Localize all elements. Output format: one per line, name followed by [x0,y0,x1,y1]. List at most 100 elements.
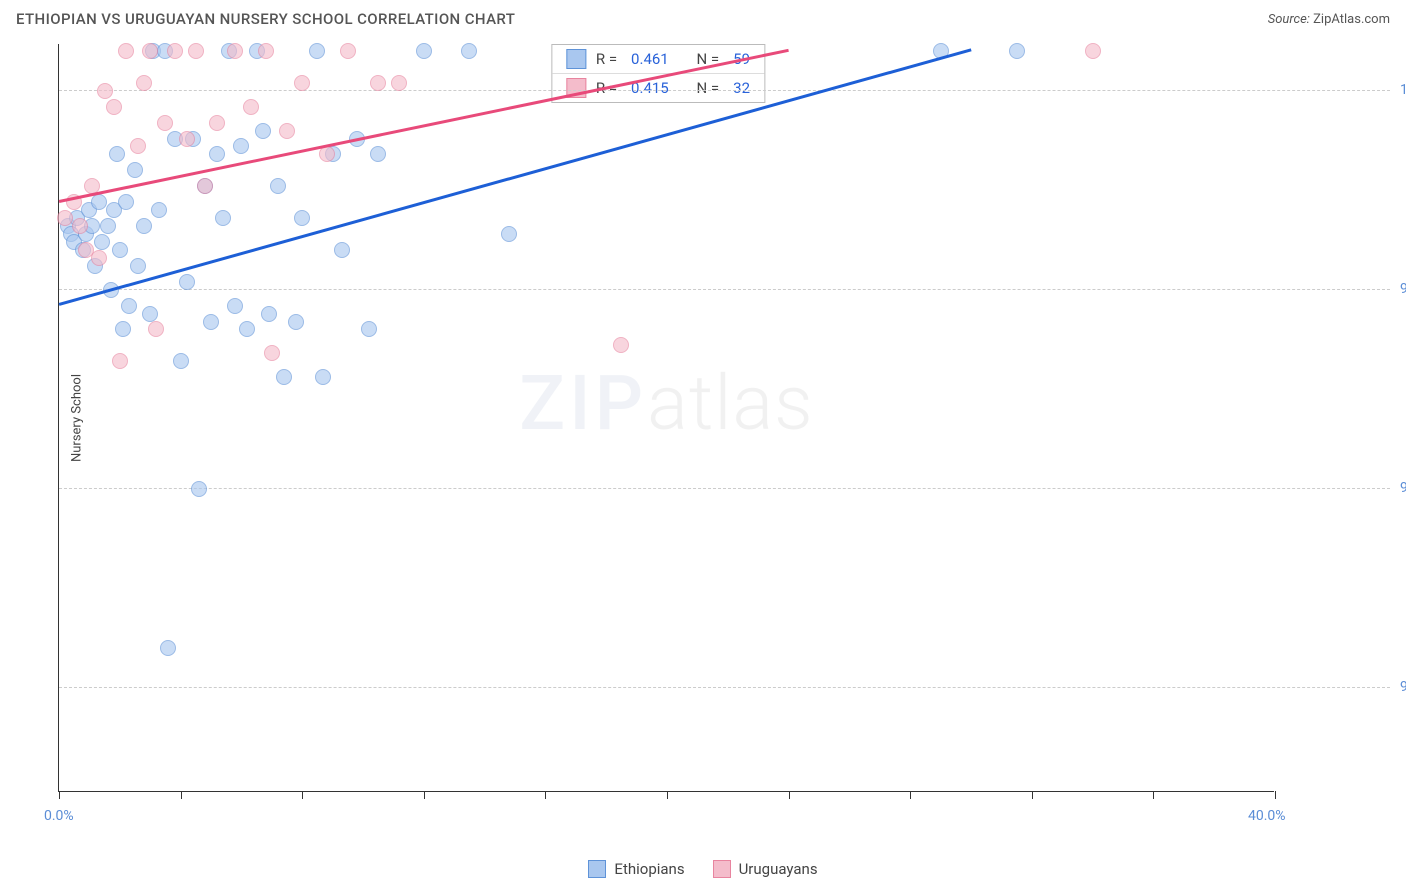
data-point-uru [319,146,335,162]
gridline: 95.0% [59,488,1390,489]
watermark: ZIPatlas [519,358,813,448]
data-point-eth [160,640,176,656]
r-label: R = [596,50,617,68]
source-label: Source: [1268,12,1310,27]
legend-item-uruguayans: Uruguayans [713,860,818,878]
data-point-eth [121,298,137,314]
x-tick [1032,791,1033,799]
trendline-eth [59,49,972,306]
n-value-uruguayans: 32 [733,79,750,97]
legend-color-ethiopians [588,860,606,878]
data-point-eth [136,218,152,234]
data-point-eth [227,298,243,314]
data-point-eth [270,178,286,194]
gridline: 97.5% [59,289,1390,290]
x-tick [1275,791,1276,799]
n-label: N = [696,79,719,97]
data-point-eth [215,210,231,226]
data-point-uru [188,43,204,59]
data-point-eth [261,306,277,322]
x-tick [667,791,668,799]
x-tick [1153,791,1154,799]
data-point-eth [288,314,304,330]
y-tick-label: 92.5% [1400,679,1406,695]
data-point-eth [461,43,477,59]
watermark-atlas: atlas [647,358,814,448]
x-tick [545,791,546,799]
data-point-uru [197,178,213,194]
plot-region: Nursery School ZIPatlas R = 0.461 N = 59… [58,44,1274,792]
data-point-eth [130,258,146,274]
data-point-eth [233,138,249,154]
data-point-uru [370,75,386,91]
data-point-eth [276,369,292,385]
data-point-eth [115,321,131,337]
data-point-uru [57,210,73,226]
data-point-uru [179,131,195,147]
legend-color-uruguayans [713,860,731,878]
data-point-uru [130,138,146,154]
y-tick-label: 95.0% [1400,480,1406,496]
x-tick [181,791,182,799]
data-point-eth [151,202,167,218]
data-point-uru [136,75,152,91]
x-tick [910,791,911,799]
data-point-eth [179,274,195,290]
legend-label-ethiopians: Ethiopians [614,860,684,878]
data-point-eth [294,210,310,226]
data-point-eth [191,481,207,497]
x-tick [302,791,303,799]
data-point-uru [112,353,128,369]
data-point-uru [1085,43,1101,59]
y-tick-label: 100.0% [1400,82,1406,98]
data-point-eth [173,353,189,369]
data-point-uru [258,43,274,59]
data-point-uru [118,43,134,59]
x-tick [59,791,60,799]
data-point-uru [391,75,407,91]
data-point-uru [209,115,225,131]
data-point-eth [239,321,255,337]
data-point-eth [315,369,331,385]
data-point-uru [279,123,295,139]
data-point-uru [613,337,629,353]
data-point-eth [209,146,225,162]
legend-row-ethiopians: R = 0.461 N = 59 [552,45,764,73]
data-point-uru [148,321,164,337]
data-point-uru [294,75,310,91]
data-point-eth [91,194,107,210]
data-point-uru [264,345,280,361]
data-point-uru [91,250,107,266]
data-point-eth [127,162,143,178]
data-point-eth [255,123,271,139]
gridline: 100.0% [59,90,1390,91]
chart-area: Nursery School ZIPatlas R = 0.461 N = 59… [16,44,1390,832]
data-point-uru [97,83,113,99]
y-axis-title: Nursery School [70,373,85,461]
data-point-uru [106,99,122,115]
data-point-eth [112,242,128,258]
x-axis-end-label: 40.0% [1248,808,1286,824]
data-point-eth [118,194,134,210]
data-point-eth [361,321,377,337]
data-point-uru [167,43,183,59]
chart-title: ETHIOPIAN VS URUGUAYAN NURSERY SCHOOL CO… [16,10,515,28]
chart-header: ETHIOPIAN VS URUGUAYAN NURSERY SCHOOL CO… [0,0,1406,34]
data-point-eth [1009,43,1025,59]
data-point-uru [72,218,88,234]
watermark-zip: ZIP [519,358,647,448]
r-value-ethiopians: 0.461 [631,50,669,68]
source-value: ZipAtlas.com [1313,12,1390,27]
data-point-eth [334,242,350,258]
data-point-eth [142,306,158,322]
data-point-eth [370,146,386,162]
data-point-eth [100,218,116,234]
legend-swatch-ethiopians [566,49,586,69]
data-point-uru [227,43,243,59]
correlation-legend: R = 0.461 N = 59 R = 0.415 N = 32 [551,44,765,103]
x-tick [789,791,790,799]
gridline: 92.5% [59,687,1390,688]
data-point-eth [109,146,125,162]
series-legend: Ethiopians Uruguayans [0,860,1406,878]
x-axis-start-label: 0.0% [44,808,74,824]
